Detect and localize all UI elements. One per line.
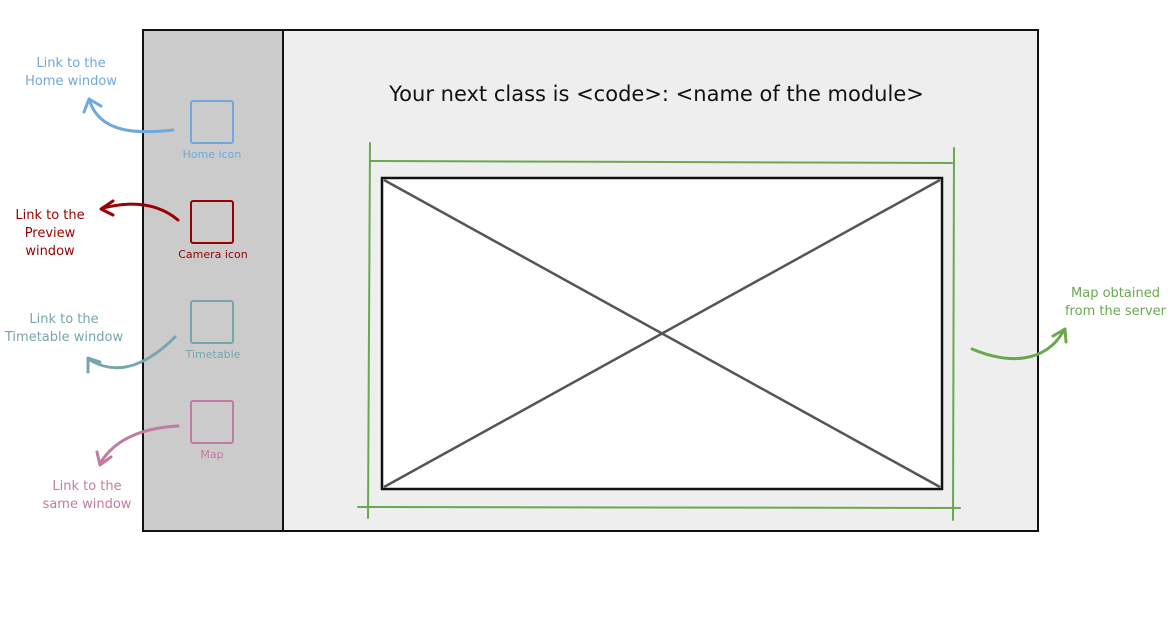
home-link-arrow bbox=[82, 97, 175, 134]
map-source-note: Map obtained from the server bbox=[1064, 286, 1166, 319]
camera-link-note: Link to the Preview window bbox=[15, 208, 85, 259]
server-map-arrow bbox=[970, 327, 1068, 361]
home-icon-label: Home icon bbox=[182, 148, 242, 161]
home-link-note: Link to the Home window bbox=[25, 56, 117, 89]
camera-link-arrow bbox=[99, 199, 180, 222]
map-link-arrow bbox=[95, 424, 180, 467]
camera-icon[interactable] bbox=[190, 200, 234, 244]
home-icon[interactable] bbox=[190, 100, 234, 144]
timetable-link-note: Link to the Timetable window bbox=[4, 312, 124, 345]
page-title: Your next class is <code>: <name of the … bbox=[389, 82, 924, 106]
map-frame bbox=[357, 142, 961, 521]
timetable-icon[interactable] bbox=[190, 300, 234, 344]
timetable-link-arrow bbox=[86, 335, 177, 374]
camera-icon-label: Camera icon bbox=[178, 248, 248, 261]
map-icon[interactable] bbox=[190, 400, 234, 444]
timetable-icon-label: Timetable bbox=[185, 348, 241, 361]
map-link-note: Link to the same window bbox=[42, 479, 132, 512]
map-icon-label: Map bbox=[200, 448, 224, 461]
sidebar bbox=[142, 29, 284, 532]
map-image-placeholder bbox=[380, 176, 944, 491]
